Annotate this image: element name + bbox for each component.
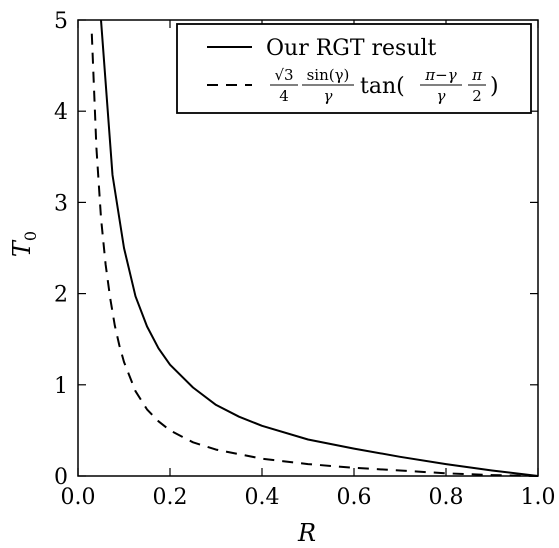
formula-pi-minus-gamma: π−γ	[424, 66, 456, 84]
series-line-formula	[90, 33, 539, 477]
legend: Our RGT result √3 4 sin(γ) γ tan( π−γ γ …	[176, 23, 532, 114]
y-tick-label: 3	[54, 191, 68, 216]
formula-two: 2	[472, 87, 482, 105]
series-line-rgt	[100, 19, 539, 477]
formula-close: )	[490, 74, 499, 99]
legend-box	[176, 23, 532, 114]
x-tick-label: 0.0	[61, 485, 96, 510]
formula-gamma-2: γ	[437, 87, 446, 105]
legend-label-rgt: Our RGT result	[266, 36, 437, 61]
plot-frame	[77, 19, 539, 477]
formula-tan: tan(	[360, 74, 405, 99]
formula-gamma: γ	[324, 87, 333, 105]
formula-sqrt3: √3	[274, 66, 293, 84]
x-axis-label: R	[297, 519, 316, 547]
x-tick-label: 0.2	[153, 485, 188, 510]
x-tick-label: 0.8	[429, 485, 464, 510]
y-tick-label: 0	[54, 465, 68, 490]
y-tick-label: 4	[54, 100, 68, 125]
y-axis-label-main: T	[8, 239, 36, 257]
x-tick-label: 0.6	[337, 485, 372, 510]
formula-four: 4	[279, 87, 289, 105]
y-tick-label: 1	[54, 374, 68, 399]
x-tick-label: 0.4	[245, 485, 280, 510]
series-lines	[90, 19, 539, 477]
formula-sin: sin(γ)	[307, 66, 350, 84]
y-tick-label: 5	[54, 9, 68, 34]
formula-pi: π	[471, 66, 483, 84]
y-axis-label: T0	[8, 231, 40, 257]
y-axis-label-sub: 0	[21, 231, 40, 241]
y-tick-label: 2	[54, 283, 68, 308]
tick-labels: 0.0 0.2 0.4 0.6 0.8 1.0 0 1 2 3 4 5	[54, 9, 556, 510]
x-tick-label: 1.0	[521, 485, 556, 510]
legend-label-formula: √3 4 sin(γ) γ tan( π−γ γ π 2 )	[270, 66, 499, 105]
